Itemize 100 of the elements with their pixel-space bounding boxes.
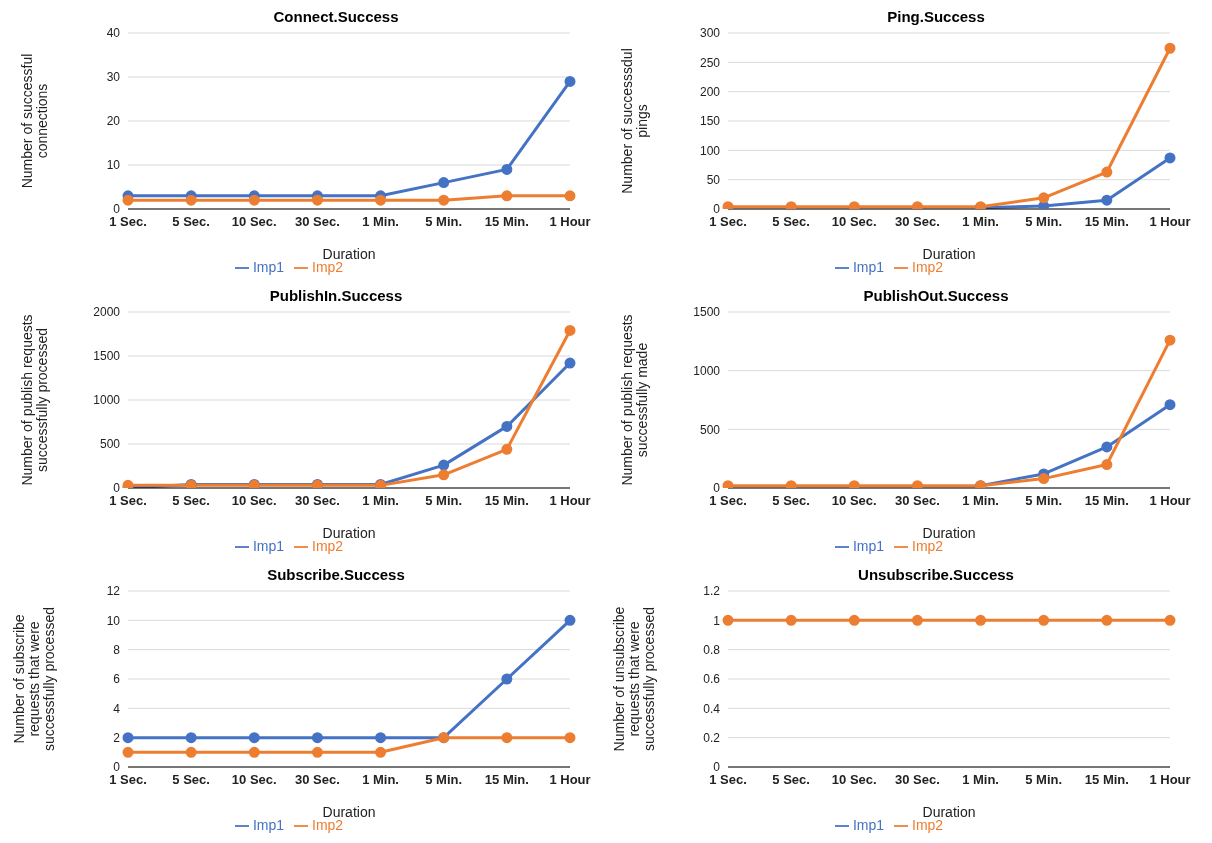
x-tick-label: 5 Min. [425,772,463,788]
y-tick-label: 10 [106,613,121,628]
x-tick-label: 1 Min. [362,772,399,788]
x-tick-label: 10 Sec. [831,493,877,509]
x-tick-label: 1 Hour [549,493,591,509]
y-tick-label: 500 [699,422,721,437]
legend-label: Imp2 [312,259,344,275]
y-tick-label: 200 [699,84,721,99]
x-tick-label: 1 Sec. [709,493,747,509]
legend-label: Imp1 [852,259,884,275]
x-axis-title: Duration [322,246,376,262]
legend-label: Imp1 [252,817,284,833]
legend-label: Imp2 [312,538,344,554]
legend-label: Imp2 [912,259,944,275]
y-tick-label: 2 [113,730,121,745]
y-tick-label: 10 [106,158,121,173]
x-tick-label: 1 Hour [1149,493,1191,509]
y-tick-label: 0 [713,481,721,496]
x-tick-label: 15 Min. [1084,214,1129,230]
x-tick-label: 1 Min. [962,772,999,788]
y-tick-label: 12 [106,584,121,599]
y-tick-label: 0.2 [703,730,721,745]
x-tick-label: 1 Sec. [109,493,147,509]
x-tick-label: 1 Sec. [109,772,147,788]
y-tick-label: 0 [113,481,121,496]
y-tick-label: 1500 [93,349,121,364]
legend-label: Imp2 [912,538,944,554]
y-tick-label: 1000 [693,363,721,378]
x-tick-label: 15 Min. [484,214,529,230]
y-tick-label: 500 [99,437,121,452]
y-tick-label: 4 [113,701,121,716]
x-tick-label: 1 Min. [362,214,399,230]
x-axis-title: Duration [922,246,976,262]
x-tick-label: 5 Min. [425,493,463,509]
x-tick-label: 10 Sec. [231,772,277,788]
x-tick-label: 1 Min. [962,493,999,509]
x-tick-label: 30 Sec. [295,493,340,509]
y-axis-title: Number of publish requests successfully processed [18,314,50,486]
x-tick-label: 15 Min. [484,772,529,788]
chart-title: Connect.Success [272,8,400,27]
x-axis-title: Duration [322,804,376,820]
x-tick-label: 1 Sec. [109,214,147,230]
x-tick-label: 1 Min. [962,214,999,230]
legend-label: Imp1 [252,259,284,275]
x-axis-title: Duration [922,804,976,820]
y-tick-label: 1 [713,613,721,628]
x-tick-label: 10 Sec. [831,772,877,788]
y-tick-label: 0 [713,202,721,217]
x-tick-label: 1 Hour [1149,214,1191,230]
y-tick-label: 0.6 [703,672,721,687]
x-tick-label: 1 Hour [1149,772,1191,788]
legend-label: Imp1 [852,817,884,833]
x-tick-label: 30 Sec. [295,214,340,230]
y-axis-title: Number of successful connections [18,53,50,189]
chart-title: PublishIn.Success [268,287,404,306]
y-tick-label: 0.8 [703,642,721,657]
x-tick-label: 5 Sec. [772,493,810,509]
x-tick-label: 1 Hour [549,214,591,230]
y-tick-label: 300 [699,26,721,41]
y-tick-label: 20 [106,114,121,129]
y-tick-label: 30 [106,70,121,85]
y-axis-title: Number of unsubscribe requests that were successfully processed [611,606,657,752]
y-tick-label: 150 [699,114,721,129]
y-tick-label: 2000 [93,305,121,320]
y-tick-label: 1000 [93,393,121,408]
legend-label: Imp1 [852,538,884,554]
y-axis-title: Number of subscribe requests that were successfully processed [11,607,57,751]
x-tick-label: 30 Sec. [895,214,940,230]
x-tick-label: 5 Sec. [772,214,810,230]
y-tick-label: 100 [699,143,721,158]
x-axis-title: Duration [322,525,376,541]
x-tick-label: 1 Min. [362,493,399,509]
x-tick-label: 1 Sec. [709,214,747,230]
x-tick-label: 5 Min. [425,214,463,230]
x-tick-label: 15 Min. [484,493,529,509]
y-tick-label: 0 [713,760,721,775]
x-tick-label: 5 Sec. [172,493,210,509]
x-tick-label: 5 Sec. [772,772,810,788]
x-tick-label: 5 Sec. [172,772,210,788]
x-tick-label: 10 Sec. [231,493,277,509]
x-tick-label: 10 Sec. [831,214,877,230]
x-tick-label: 30 Sec. [895,772,940,788]
legend-label: Imp1 [252,538,284,554]
chart-title: Subscribe.Success [266,566,406,585]
x-tick-label: 1 Hour [549,772,591,788]
x-tick-label: 1 Sec. [709,772,747,788]
x-tick-label: 5 Min. [1025,493,1063,509]
x-axis-title: Duration [922,525,976,541]
y-tick-label: 0.4 [703,701,721,716]
y-axis-title: Number of publish requests successfully made [618,314,650,486]
y-tick-label: 250 [699,55,721,70]
x-tick-label: 30 Sec. [895,493,940,509]
y-tick-label: 6 [113,672,121,687]
x-tick-label: 5 Min. [1025,772,1063,788]
legend-label: Imp2 [912,817,944,833]
x-tick-label: 5 Sec. [172,214,210,230]
chart-title: PublishOut.Success [862,287,1010,306]
chart-title: Ping.Success [886,8,986,27]
x-tick-label: 5 Min. [1025,214,1063,230]
x-tick-label: 15 Min. [1084,772,1129,788]
